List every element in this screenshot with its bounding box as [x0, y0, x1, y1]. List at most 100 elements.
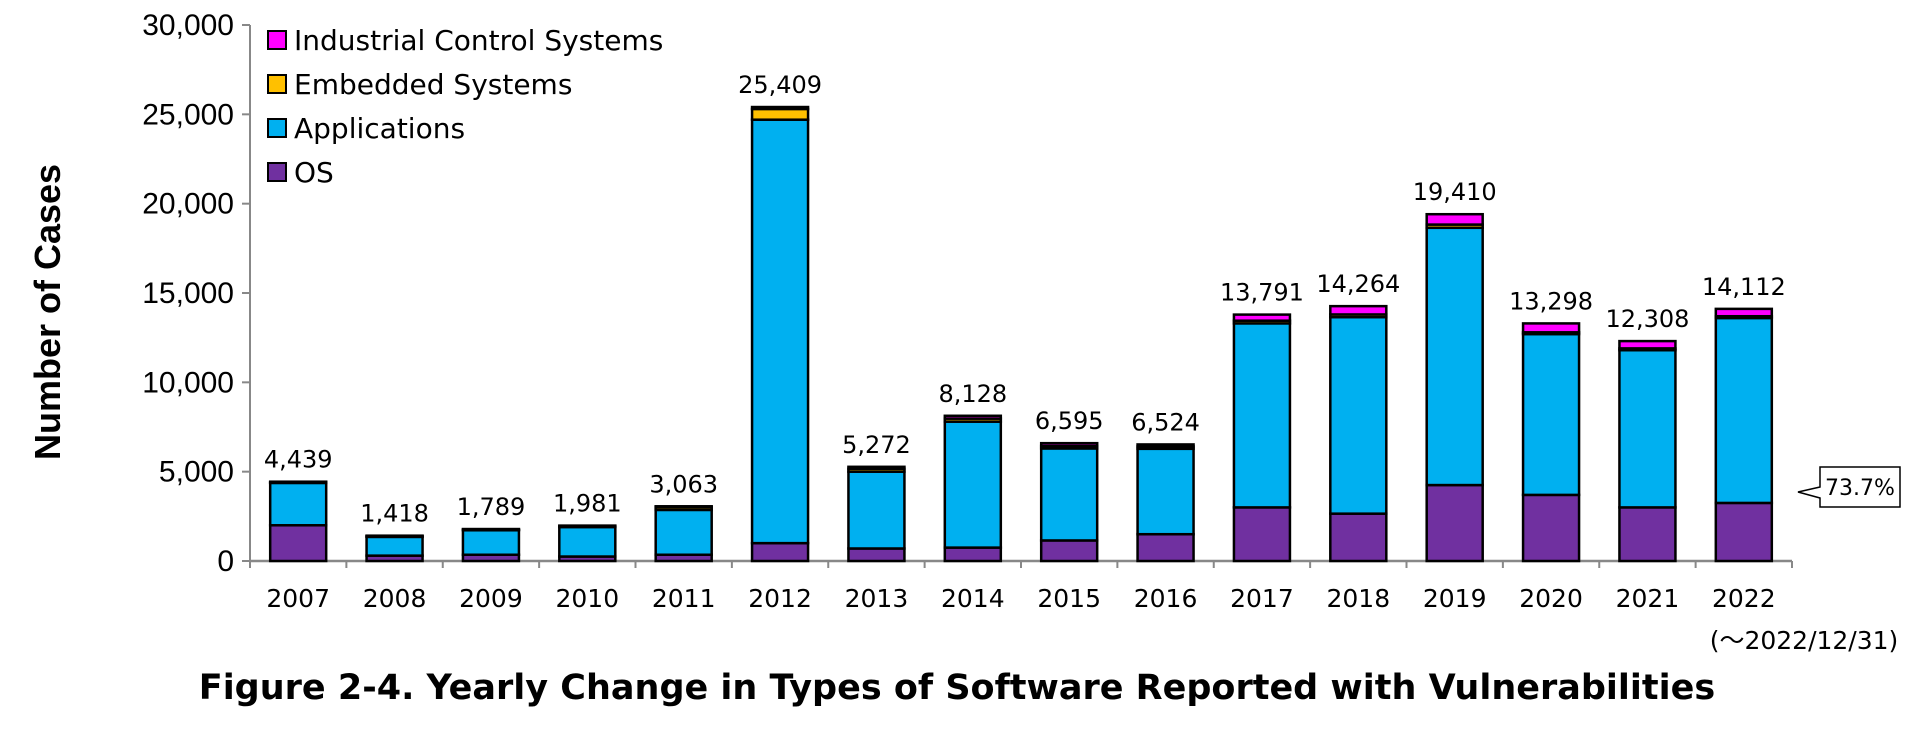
total-label: 14,112: [1702, 273, 1786, 301]
x-tick-label: 2009: [459, 584, 523, 613]
x-tick-label: 2013: [845, 584, 909, 613]
x-tick-label: 2008: [363, 584, 427, 613]
bar-segment-os: [943, 546, 1003, 563]
total-label: 12,308: [1605, 305, 1689, 333]
y-tick-label: 30,000: [142, 9, 234, 42]
figure-caption: Figure 2-4. Yearly Change in Types of So…: [198, 668, 1716, 708]
bar-segment-os: [1521, 493, 1581, 563]
callout-text: 73.7%: [1825, 476, 1895, 501]
category-note: (～2022/12/31): [1710, 626, 1899, 655]
bar-segment-applications: [1039, 447, 1099, 542]
bar-segment-industrial-control-systems: [1232, 313, 1292, 322]
bar-segment-industrial-control-systems: [1136, 443, 1195, 448]
x-tick-label: 2021: [1616, 584, 1680, 613]
legend-label: Applications: [294, 112, 465, 145]
bar-segment-applications: [461, 529, 521, 556]
y-tick-label: 25,000: [142, 98, 234, 131]
bar-segment-industrial-control-systems: [750, 105, 810, 111]
bar-segment-applications: [558, 525, 617, 558]
annotation-callout: 73.7%: [1797, 466, 1901, 508]
total-label: 5,272: [842, 431, 911, 459]
bar-segment-os: [847, 547, 906, 563]
y-tick-label: 20,000: [142, 188, 234, 221]
y-tick-label: 5,000: [159, 456, 234, 489]
y-tick-label: 15,000: [142, 277, 234, 310]
legend-label: Industrial Control Systems: [294, 24, 663, 57]
x-tick-label: 2022: [1712, 584, 1776, 613]
bar-segment-applications: [1714, 316, 1774, 505]
legend: Industrial Control Systems Embedded Syste…: [267, 24, 663, 189]
total-label: 6,524: [1131, 408, 1200, 436]
bar-segment-industrial-control-systems: [1618, 339, 1677, 350]
bar-segment-os: [1232, 506, 1292, 563]
bar-segment-applications: [268, 481, 328, 527]
x-tick-label: 2016: [1134, 584, 1198, 613]
legend-label: Embedded Systems: [294, 68, 572, 101]
total-label: 19,410: [1413, 178, 1497, 206]
total-label: 13,298: [1509, 287, 1593, 315]
bar-segment-applications: [654, 508, 713, 556]
bar-segment-os: [1039, 539, 1099, 563]
legend-label: OS: [294, 156, 334, 189]
total-label: 14,264: [1316, 270, 1400, 298]
bar-segment-applications: [750, 118, 810, 545]
x-tick-label: 2018: [1327, 584, 1391, 613]
bar-segment-os: [1425, 483, 1484, 563]
bar-segment-applications: [365, 535, 424, 557]
bar-segment-applications: [1232, 322, 1292, 509]
x-tick-label: 2015: [1037, 584, 1101, 613]
legend-swatch: [267, 30, 287, 50]
total-labels: 4,439 1,418 1,789 1,981 3,063 25,409 5,272 8,12…: [264, 71, 1786, 528]
bar-segment-applications: [1329, 315, 1388, 515]
bar-segment-applications: [1425, 226, 1484, 487]
x-tick-label: 2012: [748, 584, 812, 613]
bar-segment-os: [1329, 512, 1388, 563]
bars: [268, 105, 1774, 563]
bar-segment-os: [1618, 506, 1677, 563]
total-label: 1,789: [457, 493, 526, 521]
bar-segment-applications: [1521, 332, 1581, 497]
bar-segment-industrial-control-systems: [1521, 322, 1581, 334]
bar-segment-industrial-control-systems: [1039, 441, 1099, 448]
total-label: 1,981: [553, 490, 622, 518]
bar-segment-applications: [847, 470, 906, 550]
total-label: 6,595: [1035, 407, 1104, 435]
bar-segment-applications: [1618, 348, 1677, 509]
chart: 0 5,000 10,000 15,000 20,000 25,000 30,000 200…: [27, 9, 1901, 655]
total-label: 1,418: [360, 500, 429, 528]
total-label: 13,791: [1220, 279, 1304, 307]
y-tick-label: 10,000: [142, 366, 234, 399]
bar-segment-industrial-control-systems: [1425, 212, 1484, 226]
x-tick-label: 2010: [556, 584, 620, 613]
bar-segment-os: [1136, 532, 1195, 563]
total-label: 8,128: [938, 380, 1007, 408]
bar-segment-industrial-control-systems: [654, 505, 713, 509]
x-tick-label: 2011: [652, 584, 716, 613]
total-label: 4,439: [264, 446, 333, 474]
y-axis: 0 5,000 10,000 15,000 20,000 25,000 30,000: [142, 9, 251, 578]
x-tick-label: 2019: [1423, 584, 1487, 613]
bar-segment-industrial-control-systems: [1329, 304, 1388, 316]
bar-segment-industrial-control-systems: [558, 524, 617, 528]
bar-segment-os: [750, 541, 810, 563]
bar-segment-applications: [1136, 447, 1195, 536]
callout-box: [1797, 466, 1901, 508]
total-label: 25,409: [738, 71, 822, 99]
bar-segment-industrial-control-systems: [943, 414, 1003, 420]
bar-segment-industrial-control-systems: [1714, 307, 1774, 318]
x-tick-label: 2020: [1519, 584, 1583, 613]
legend-swatch: [267, 162, 287, 182]
bar-segment-industrial-control-systems: [847, 465, 906, 471]
x-tick-label: 2007: [266, 584, 330, 613]
x-tick-label: 2017: [1230, 584, 1294, 613]
bar-segment-os: [268, 524, 328, 563]
x-tick-label: 2014: [941, 584, 1005, 613]
bar-segment-industrial-control-systems: [461, 527, 521, 531]
bar-segment-os: [1714, 501, 1774, 563]
legend-swatch: [267, 118, 287, 138]
bar-segment-industrial-control-systems: [365, 534, 424, 538]
bar-segment-industrial-control-systems: [268, 480, 328, 484]
x-axis: 2007 2008 2009 2010 2011 2012 2013 2014 2015 2016…: [249, 559, 1793, 613]
total-label: 3,063: [649, 470, 718, 498]
legend-swatch: [267, 74, 287, 94]
